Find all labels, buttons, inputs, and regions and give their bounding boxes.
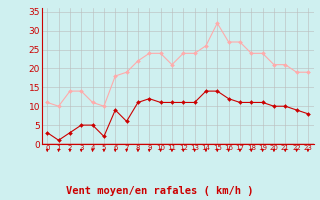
Text: Vent moyen/en rafales ( km/h ): Vent moyen/en rafales ( km/h ) (66, 186, 254, 196)
